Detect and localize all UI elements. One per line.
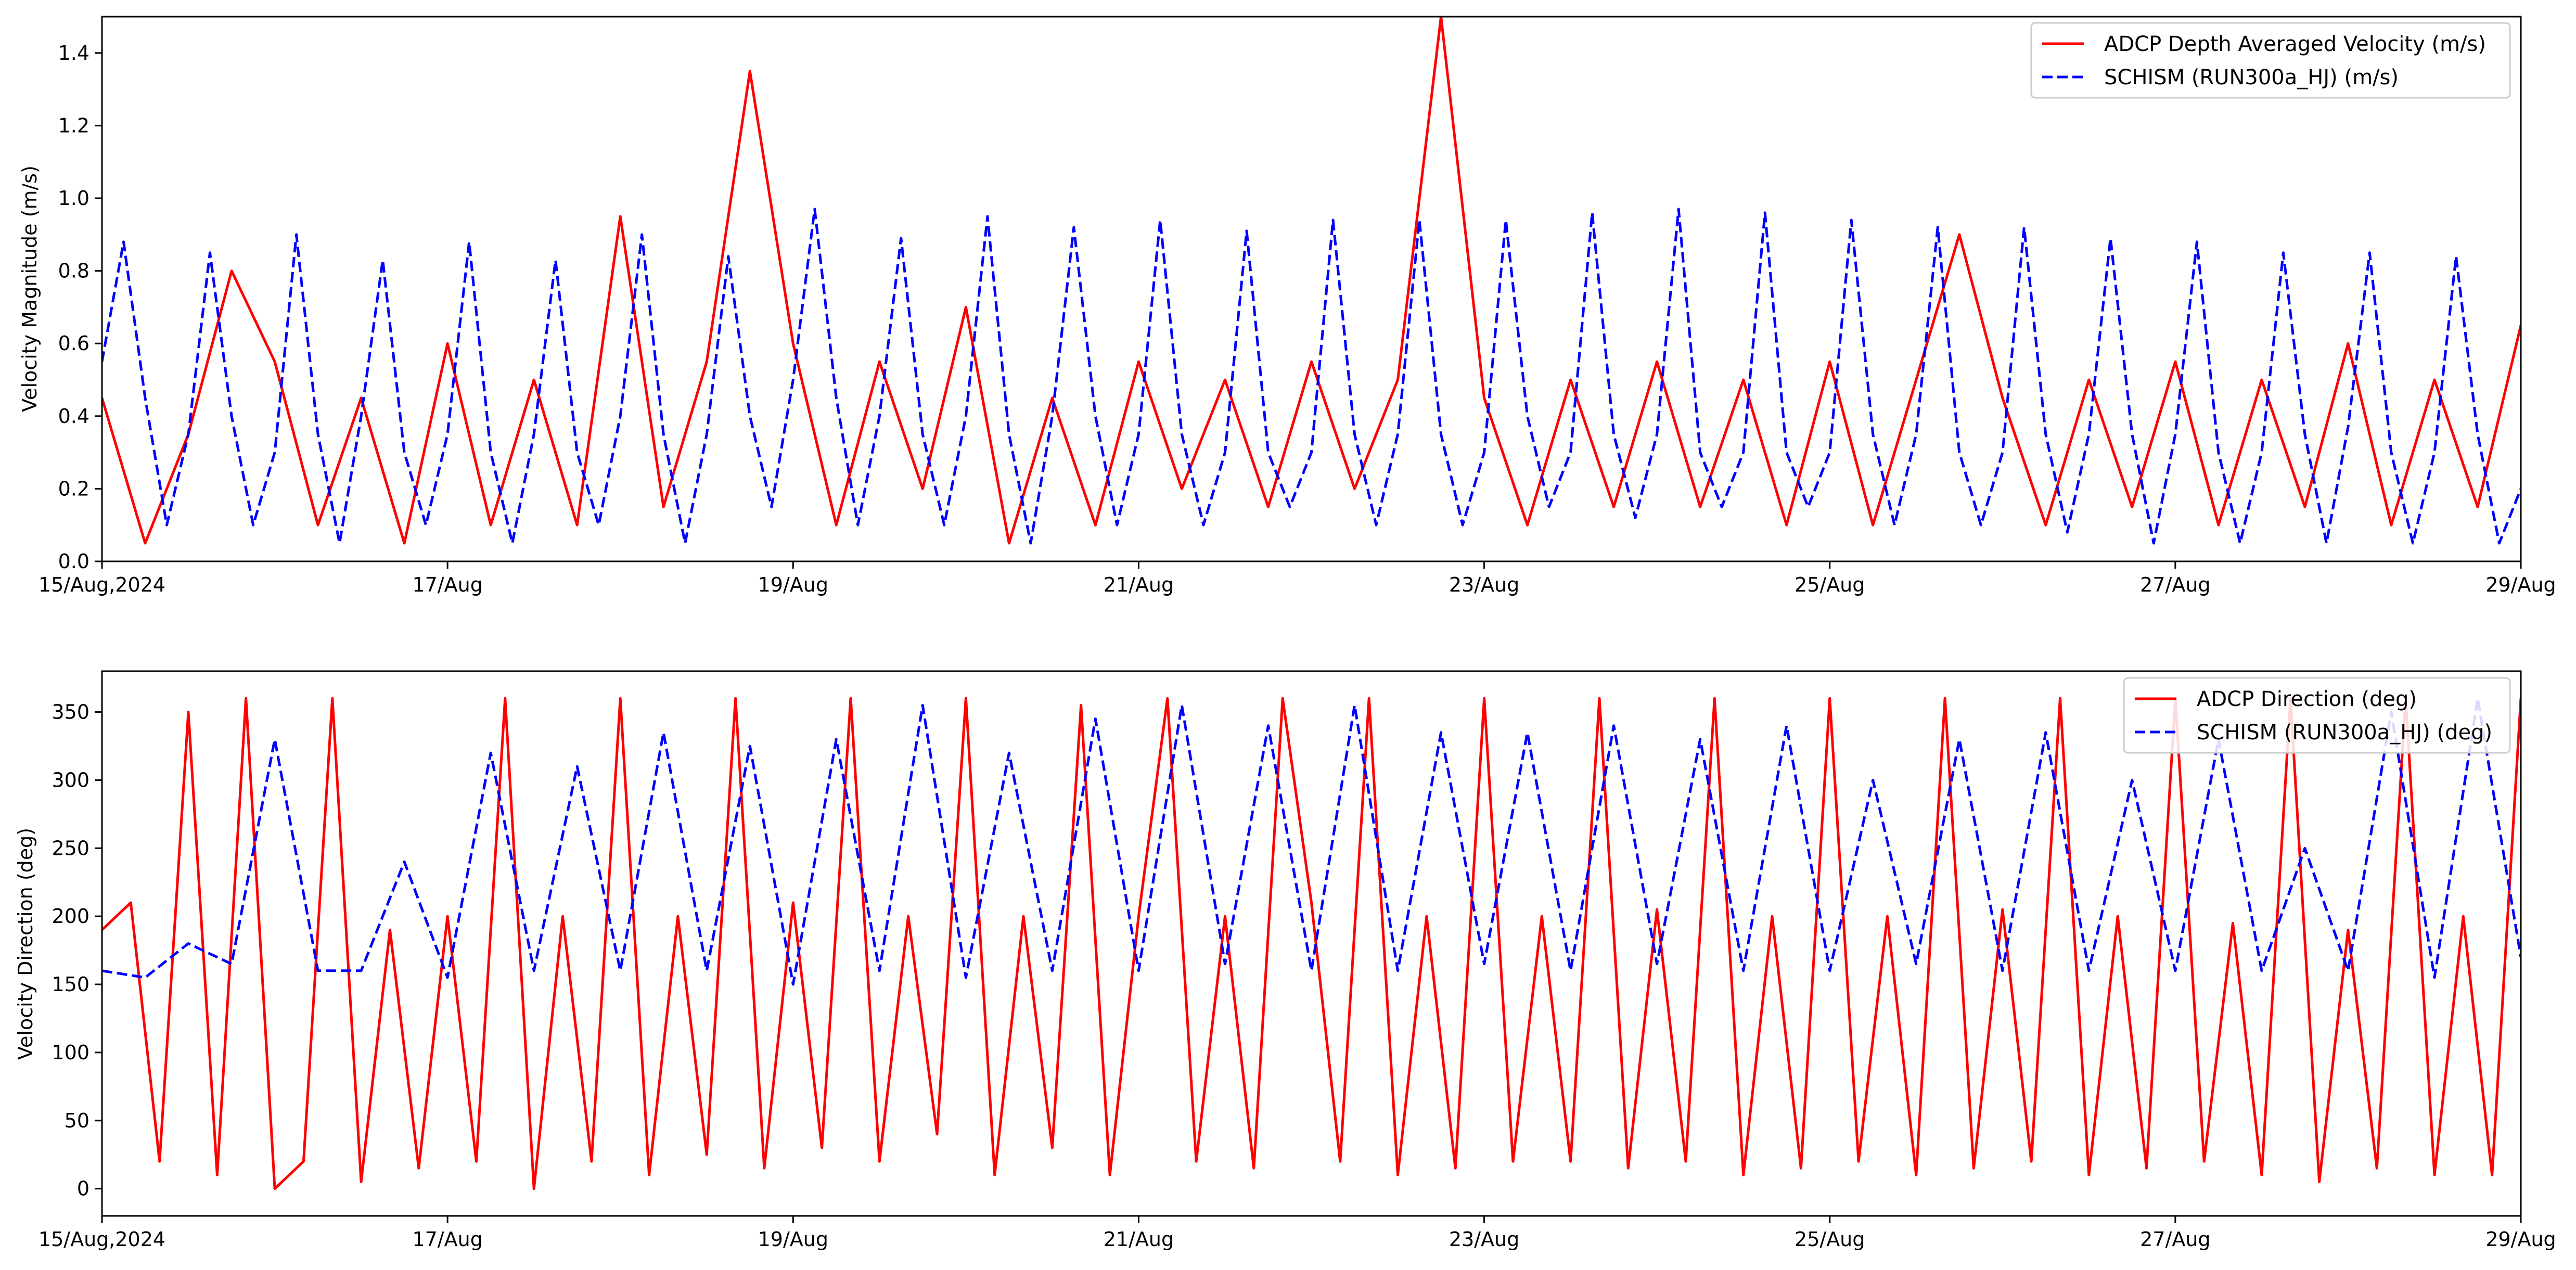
magnitude-legend-box	[2030, 22, 2511, 99]
magnitude-x-tick-label: 19/Aug	[758, 573, 828, 596]
magnitude-y-tick-label: 1.4	[58, 42, 89, 65]
direction-y-tick-label: 0	[77, 1177, 89, 1200]
direction-series-line-adcp	[102, 697, 2521, 1190]
direction-legend-box	[2123, 677, 2511, 754]
velocity-magnitude-subplot: 15/Aug,2024 17/Aug 19/Aug 21/Aug 23/Aug 25/Au…	[18, 16, 2556, 596]
direction-y-tick-label: 250	[52, 837, 89, 860]
magnitude-legend-adcp-label: ADCP Depth Averaged Velocity (m/s)	[2104, 32, 2486, 56]
direction-x-tick-label: 29/Aug	[2485, 1228, 2556, 1251]
magnitude-axes-frame	[101, 16, 2522, 562]
direction-x-ticks: 15/Aug,2024 17/Aug 19/Aug 21/Aug 23/Aug 25/Au…	[39, 1216, 2556, 1251]
direction-legend-adcp-label: ADCP Direction (deg)	[2197, 687, 2417, 711]
direction-y-axis-label: Velocity Direction (deg)	[14, 828, 37, 1060]
magnitude-x-tick-label: 21/Aug	[1104, 573, 1174, 596]
direction-x-tick-label: 21/Aug	[1104, 1228, 1174, 1251]
direction-y-tick-label: 200	[52, 905, 89, 928]
direction-x-tick-label: 23/Aug	[1449, 1228, 1519, 1251]
magnitude-x-tick-label: 15/Aug,2024	[39, 573, 165, 596]
direction-x-tick-label: 17/Aug	[412, 1228, 482, 1251]
magnitude-y-tick-label: 0.4	[58, 405, 89, 428]
magnitude-y-tick-label: 1.0	[58, 187, 89, 210]
direction-x-tick-label: 27/Aug	[2140, 1228, 2210, 1251]
magnitude-legend-schism-label: SCHISM (RUN300a_HJ) (m/s)	[2104, 66, 2399, 89]
direction-x-tick-label: 15/Aug,2024	[39, 1228, 165, 1251]
direction-axes-frame	[101, 670, 2522, 1217]
magnitude-x-tick-label: 25/Aug	[1795, 573, 1865, 596]
magnitude-y-tick-label: 1.2	[58, 114, 89, 137]
direction-x-tick-label: 25/Aug	[1795, 1228, 1865, 1251]
direction-y-tick-label: 150	[52, 973, 89, 996]
direction-legend-schism-label: SCHISM (RUN300a_HJ) (deg)	[2197, 721, 2492, 745]
magnitude-x-tick-label: 29/Aug	[2485, 573, 2556, 596]
direction-y-tick-label: 300	[52, 768, 89, 791]
magnitude-y-tick-label: 0.0	[58, 550, 89, 573]
magnitude-legend: ADCP Depth Averaged Velocity (m/s) SCHIS…	[2030, 22, 2511, 99]
magnitude-y-tick-label: 0.8	[58, 260, 89, 283]
direction-x-tick-label: 19/Aug	[758, 1228, 828, 1251]
direction-y-tick-label: 350	[52, 701, 89, 724]
magnitude-x-tick-label: 17/Aug	[412, 573, 482, 596]
direction-y-tick-label: 50	[65, 1109, 89, 1132]
magnitude-series-group	[102, 17, 2521, 545]
direction-legend: ADCP Direction (deg) SCHISM (RUN300a_HJ)…	[2123, 677, 2511, 754]
magnitude-series-line-adcp	[102, 17, 2521, 545]
direction-series-group	[102, 697, 2521, 1190]
magnitude-x-ticks: 15/Aug,2024 17/Aug 19/Aug 21/Aug 23/Aug 25/Au…	[39, 561, 2556, 596]
magnitude-y-axis-label: Velocity Magnitude (m/s)	[18, 165, 41, 412]
magnitude-series-line-schism	[102, 208, 2521, 545]
magnitude-y-tick-label: 0.6	[58, 332, 89, 355]
magnitude-y-ticks: 0.0 0.2 0.4 0.6 0.8 1.0 1.2 1.4	[58, 42, 102, 573]
magnitude-y-tick-label: 0.2	[58, 477, 89, 500]
direction-y-ticks: 0 50 100 150 200 250 300 350	[52, 701, 102, 1200]
magnitude-x-tick-label: 27/Aug	[2140, 573, 2210, 596]
magnitude-x-tick-label: 23/Aug	[1449, 573, 1519, 596]
direction-y-tick-label: 100	[52, 1041, 89, 1064]
direction-series-line-schism	[102, 697, 2521, 986]
velocity-direction-subplot: 15/Aug,2024 17/Aug 19/Aug 21/Aug 23/Aug 25/Au…	[14, 670, 2556, 1251]
